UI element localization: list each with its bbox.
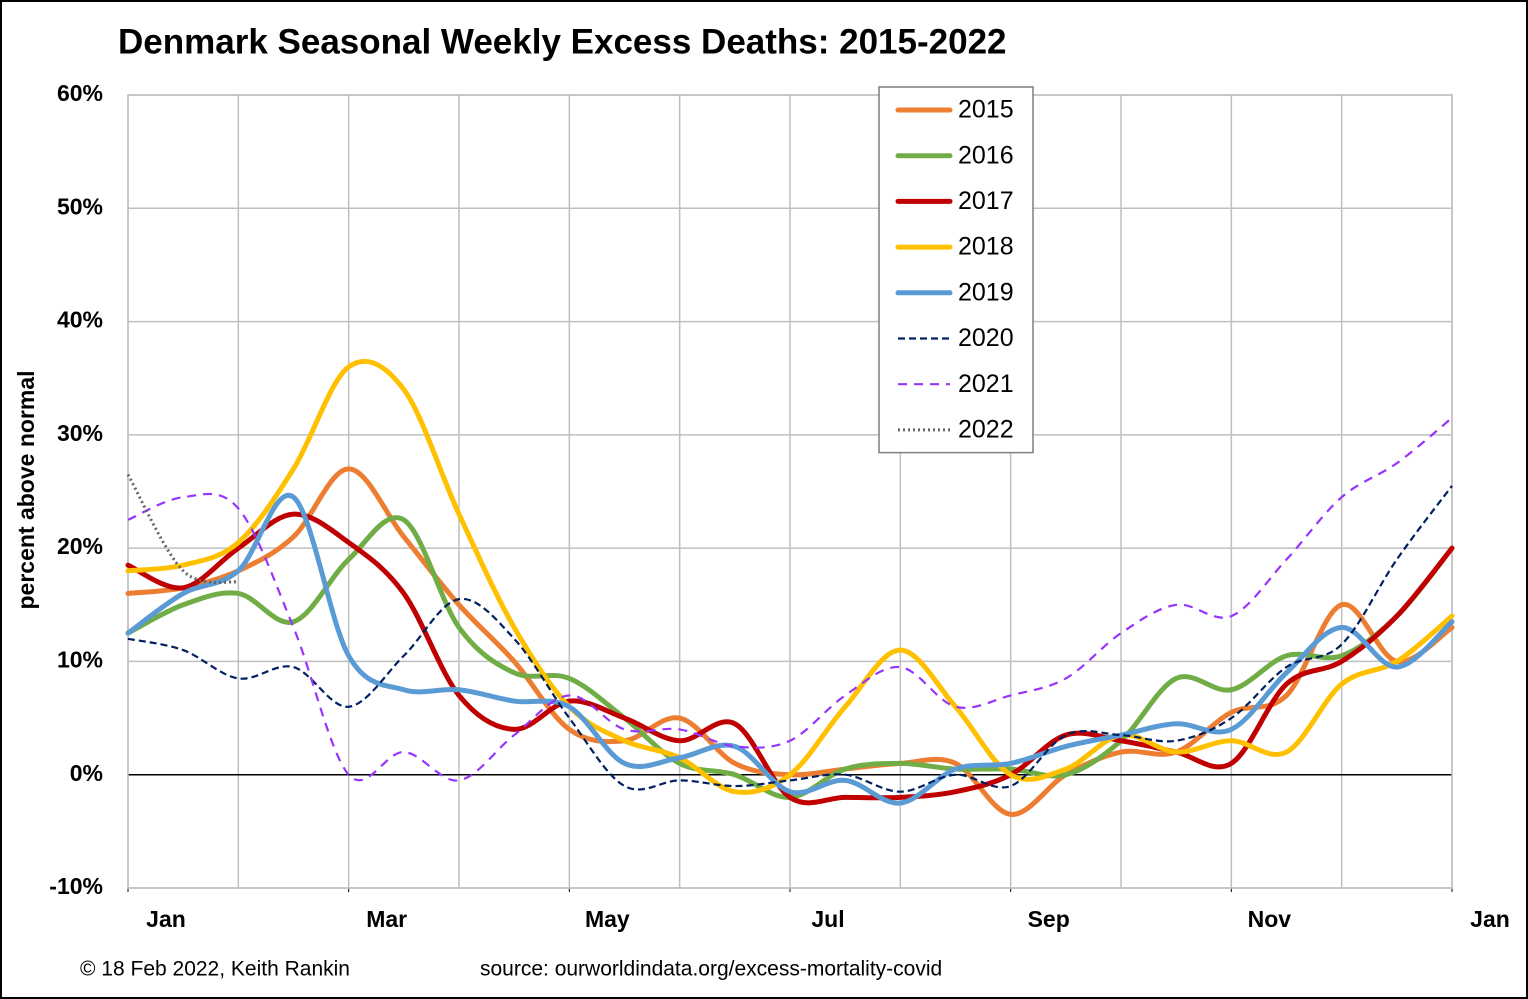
series-line (125, 358, 1455, 795)
x-tick-label: Jul (811, 906, 844, 932)
legend-label: 2018 (958, 233, 1014, 261)
legend-label: 2021 (958, 370, 1014, 398)
y-tick-label: 10% (57, 647, 103, 673)
legend-label: 2015 (958, 96, 1014, 124)
x-tick-label: Nov (1248, 906, 1292, 932)
x-tick-label: Sep (1028, 906, 1070, 932)
footer-credit: © 18 Feb 2022, Keith Rankin (80, 958, 350, 981)
x-tick-label: Mar (366, 906, 407, 932)
y-tick-label: 20% (57, 533, 103, 559)
y-tick-label: 60% (57, 80, 103, 106)
series-line (125, 511, 1455, 806)
legend: 2015 2016 2017 2018 2019 2020 2021 2022 (878, 86, 1034, 454)
y-tick-label: 40% (57, 307, 103, 333)
y-tick-label: 0% (70, 760, 103, 786)
plot-lines (125, 358, 1455, 817)
x-tick-label: Jan (1470, 906, 1510, 932)
legend-label: 2016 (958, 141, 1014, 169)
x-tick-label: Jan (146, 906, 186, 932)
footer-source: source: ourworldindata.org/excess-mortal… (480, 958, 942, 981)
y-tick-label: 50% (57, 193, 103, 219)
y-axis-label: percent above normal (13, 370, 39, 609)
y-tick-label: 30% (57, 420, 103, 446)
chart-title: Denmark Seasonal Weekly Excess Deaths: 2… (118, 22, 1007, 61)
x-tick-label: May (585, 906, 630, 932)
legend-box (878, 86, 1034, 454)
legend-label: 2017 (958, 187, 1014, 215)
plot-frame (127, 94, 1453, 889)
grid (127, 94, 1453, 892)
legend-label: 2019 (958, 278, 1014, 306)
legend-label: 2022 (958, 416, 1014, 444)
legend-label: 2020 (958, 324, 1014, 352)
y-tick-label: -10% (49, 873, 103, 899)
series-line (127, 485, 1453, 793)
series-line (127, 417, 1453, 782)
